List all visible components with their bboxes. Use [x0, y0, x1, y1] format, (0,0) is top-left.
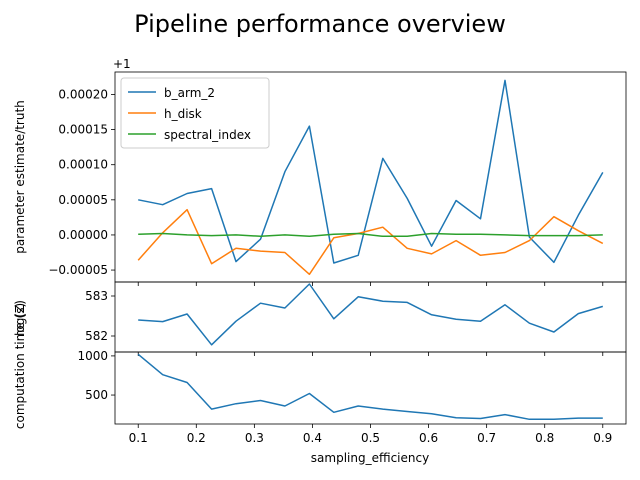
- x-tick-label: 0.8: [535, 431, 554, 445]
- x-tick-label: 0.2: [187, 431, 206, 445]
- panel-1-series: [137, 79, 604, 276]
- legend-label-spectral-index: spectral_index: [164, 128, 251, 142]
- y-tick-label: 0.00020: [58, 87, 108, 101]
- panel-3-y-axis-label: computation time (s): [13, 303, 27, 429]
- y-tick-label: −0.00005: [48, 263, 108, 277]
- y-tick-label: 500: [85, 388, 108, 402]
- legend-label-b-arm-2: b_arm_2: [164, 86, 215, 100]
- x-tick-label: 0.9: [593, 431, 612, 445]
- panel-3-series: [137, 353, 603, 421]
- panel-2-series: [138, 283, 604, 346]
- series-line-h-disk: [137, 208, 604, 276]
- y-tick-label: 0.00015: [58, 123, 108, 137]
- figure-title: Pipeline performance overview: [134, 10, 506, 38]
- y-tick-label: 1000: [77, 349, 108, 363]
- series-line-spectral-index: [138, 232, 603, 238]
- y-tick-label: 0.00000: [58, 228, 108, 242]
- panel-3-x-ticks: 0.1 0.2 0.3 0.4 0.5 0.6 0.7 0.8 0.9: [129, 424, 612, 445]
- panel-1-y-ticks: −0.00005 0.00000 0.00005 0.00010 0.00015 0.00…: [48, 87, 115, 277]
- panel-2-y-ticks: 582 583: [85, 289, 115, 343]
- legend: b_arm_2 h_disk spectral_index: [120, 77, 270, 149]
- panel-3-y-ticks: 500 1000: [77, 349, 115, 402]
- panel-log-z: 582 583 log(Z): [13, 281, 627, 356]
- panel-computation-time: 500 1000 0.1 0.2 0.3 0.4 0.5 0.6 0.7 0.8 0.9 comp…: [13, 303, 627, 465]
- x-tick-label: 0.7: [477, 431, 496, 445]
- panel-2-y-axis-label: log(Z): [13, 300, 27, 336]
- legend-label-h-disk: h_disk: [164, 107, 202, 121]
- legend-box: [120, 77, 270, 149]
- x-tick-label: 0.5: [361, 431, 380, 445]
- panel-1-x-ticks: [137, 282, 604, 286]
- panel-2-frame: [114, 281, 627, 353]
- y-tick-label: 0.00010: [58, 158, 108, 172]
- panel-2-x-ticks: [137, 352, 604, 356]
- panel-parameter-estimate: −0.00005 0.00000 0.00005 0.00010 0.00015 0.00…: [13, 57, 627, 286]
- panel-1-offset-label: +1: [113, 57, 131, 71]
- series-line-b-arm-2: [138, 79, 604, 264]
- x-tick-label: 0.6: [419, 431, 438, 445]
- series-line-panel-2: [138, 283, 604, 346]
- y-tick-label: 0.00005: [58, 193, 108, 207]
- x-tick-label: 0.1: [129, 431, 148, 445]
- series-line-panel-3: [137, 353, 603, 421]
- y-tick-label: 582: [85, 329, 108, 343]
- x-tick-label: 0.3: [245, 431, 264, 445]
- y-tick-label: 583: [85, 289, 108, 303]
- x-tick-label: 0.4: [303, 431, 322, 445]
- x-axis-label: sampling_efficiency: [311, 451, 429, 465]
- panel-1-y-axis-label: parameter estimate/truth: [13, 100, 27, 254]
